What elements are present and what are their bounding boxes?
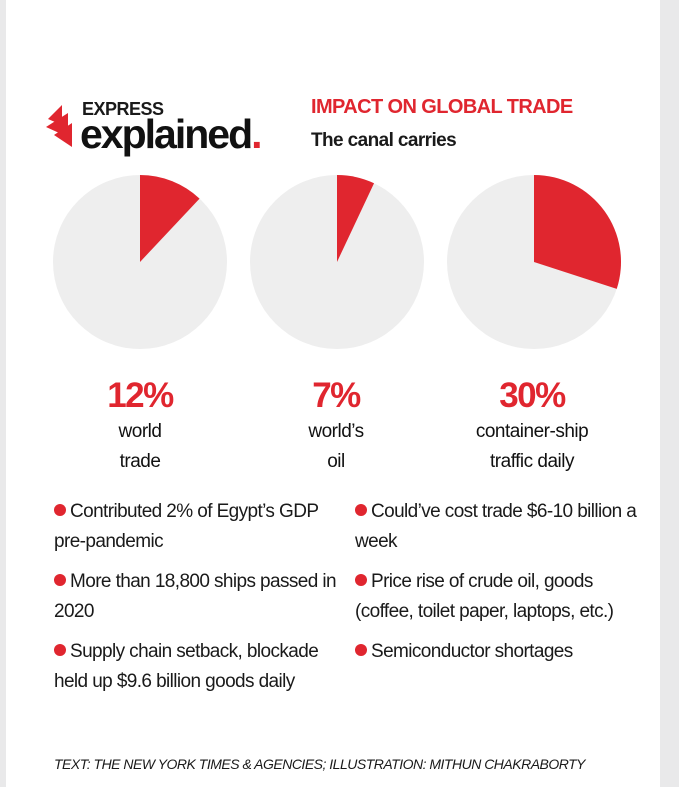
list-item: Semiconductor shortages (355, 637, 645, 667)
list-item: Price rise of crude oil, goods (coffee, … (355, 571, 614, 622)
stat-percent: 30% (499, 376, 566, 415)
pie-slice (140, 175, 200, 262)
bullet-dot-icon (54, 574, 66, 586)
stat-label-line1: world’s (308, 421, 364, 442)
stat-label-line2: oil (327, 451, 345, 472)
stat-world-trade: 12% world trade (45, 376, 235, 476)
express-explained-logo: EXPRESS explained. (42, 99, 282, 159)
bullet-list-right: Could’ve cost trade $6-10 billion a week… (355, 497, 645, 677)
bullet-list-left: Contributed 2% of Egypt’s GDP pre-pandem… (54, 497, 344, 707)
list-item: Could’ve cost trade $6-10 billion a week (355, 501, 637, 552)
list-item: Supply chain setback, blockade held up $… (54, 641, 319, 692)
stat-percent: 7% (312, 376, 361, 415)
stat-percent: 12% (107, 376, 174, 415)
brand-top-text: EXPRESS (82, 99, 164, 119)
stat-label-line1: world (118, 421, 162, 442)
stat-label-line2: traffic daily (490, 451, 574, 472)
credit-line: TEXT: THE NEW YORK TIMES & AGENCIES; ILL… (54, 756, 586, 772)
list-item: Contributed 2% of Egypt’s GDP pre-pandem… (54, 501, 319, 552)
list-item: More than 18,800 ships passed in 2020 (54, 571, 337, 622)
stat-container-traffic: 30% container-ship traffic daily (437, 376, 627, 476)
chart-subtitle: The canal carries (311, 130, 457, 151)
stat-world-oil: 7% world’s oil (241, 376, 431, 476)
stat-label-line1: container-ship (475, 421, 589, 442)
bullet-dot-icon (355, 644, 367, 656)
bullet-dot-icon (355, 504, 367, 516)
pie-slice (534, 175, 621, 289)
bullet-dot-icon (355, 574, 367, 586)
bullet-dot-icon (54, 504, 66, 516)
bullet-dot-icon (54, 644, 66, 656)
brand-main-text: explained. (80, 111, 263, 157)
pie-charts (53, 175, 621, 349)
infographic-card: EXPRESS explained. IMPACT ON GLOBAL TRAD… (6, 0, 660, 787)
pie-slice (337, 175, 375, 262)
brand-chevron-icon (46, 105, 72, 147)
chart-title: IMPACT ON GLOBAL TRADE (311, 96, 573, 118)
stat-label-line2: trade (119, 451, 161, 472)
